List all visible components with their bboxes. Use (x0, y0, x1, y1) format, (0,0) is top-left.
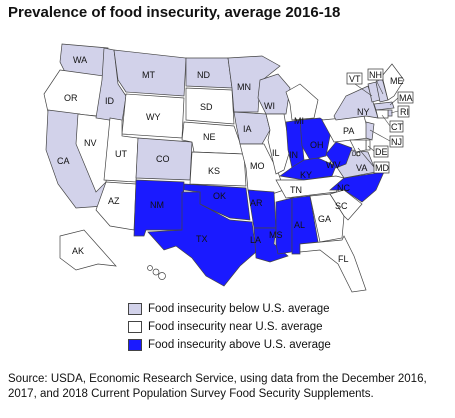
state-mo (239, 143, 285, 195)
svg-text:WI: WI (264, 101, 275, 111)
us-state-map: WA OR CA ID NV MT WY UT AZ CO NM ND SD N… (43, 43, 414, 293)
state-sd (185, 87, 235, 125)
svg-text:NV: NV (84, 138, 97, 148)
state-ga (309, 193, 345, 243)
svg-text:CO: CO (156, 154, 170, 164)
state-mt (113, 49, 187, 97)
svg-text:KS: KS (208, 166, 220, 176)
legend-label-above: Food insecurity above U.S. average (148, 339, 331, 351)
svg-text:IN: IN (289, 150, 298, 160)
svg-text:VT: VT (349, 74, 361, 84)
legend-label-near: Food insecurity near U.S. average (148, 321, 323, 333)
state-oh (299, 117, 333, 161)
state-az (95, 181, 137, 231)
svg-text:AZ: AZ (108, 196, 120, 206)
svg-text:MS: MS (269, 230, 283, 240)
svg-text:NH: NH (369, 70, 382, 80)
svg-text:NJ: NJ (391, 137, 402, 147)
svg-text:IA: IA (243, 124, 252, 134)
svg-text:CT: CT (391, 122, 403, 132)
svg-text:TX: TX (196, 234, 208, 244)
state-ms (275, 197, 293, 255)
svg-text:MA: MA (399, 93, 413, 103)
state-dc (355, 151, 361, 157)
svg-text:DC: DC (352, 152, 361, 158)
svg-text:WY: WY (146, 112, 161, 122)
state-tx (147, 191, 257, 287)
state-ct (375, 109, 389, 119)
svg-text:UT: UT (115, 149, 127, 159)
legend-item-above: Food insecurity above U.S. average (128, 336, 331, 354)
state-me (381, 63, 405, 101)
label-boxes (346, 68, 414, 174)
state-mi (285, 83, 319, 121)
svg-text:NM: NM (150, 200, 164, 210)
svg-text:MO: MO (250, 161, 265, 171)
svg-text:ME: ME (390, 76, 404, 86)
svg-text:PA: PA (343, 126, 354, 136)
svg-text:WA: WA (73, 55, 87, 65)
svg-text:AK: AK (72, 246, 84, 256)
svg-text:MI: MI (294, 116, 304, 126)
legend-item-near: Food insecurity near U.S. average (128, 318, 331, 336)
svg-text:AL: AL (294, 220, 305, 230)
state-fl (299, 235, 367, 293)
svg-text:WV: WV (326, 160, 341, 170)
svg-text:MT: MT (142, 70, 155, 80)
state-ak (59, 229, 117, 271)
hawaii-islands (147, 265, 166, 280)
state-ok (183, 183, 251, 221)
state-labels: WA OR CA ID NV MT WY UT AZ CO NM ND SD N… (57, 55, 413, 264)
svg-text:NY: NY (357, 107, 370, 117)
svg-text:AR: AR (250, 198, 263, 208)
state-de (365, 139, 371, 151)
svg-text:MN: MN (237, 82, 251, 92)
state-ma (373, 101, 395, 111)
svg-text:KY: KY (300, 170, 312, 180)
state-md (349, 139, 367, 153)
state-wi (257, 73, 291, 115)
state-ia (233, 111, 271, 145)
state-sc (329, 189, 363, 221)
legend-swatch-near (128, 321, 142, 333)
leader-lines (354, 79, 399, 168)
map-legend: Food insecurity below U.S. average Food … (128, 300, 331, 354)
svg-text:IL: IL (272, 148, 280, 158)
svg-text:NE: NE (203, 132, 216, 142)
state-nj (365, 121, 375, 141)
svg-text:CA: CA (57, 156, 70, 166)
svg-text:GA: GA (318, 214, 331, 224)
state-ks (189, 151, 247, 187)
svg-text:LA: LA (250, 235, 261, 245)
legend-swatch-below (128, 303, 142, 315)
svg-text:NC: NC (337, 183, 350, 193)
svg-text:FL: FL (338, 254, 349, 264)
svg-text:TN: TN (290, 185, 302, 195)
svg-text:DE: DE (375, 147, 388, 157)
legend-label-below: Food insecurity below U.S. average (148, 303, 330, 315)
state-nm (133, 179, 185, 237)
svg-text:RI: RI (400, 107, 409, 117)
svg-text:ID: ID (105, 96, 115, 106)
svg-text:SC: SC (335, 201, 348, 211)
svg-text:OK: OK (213, 191, 226, 201)
svg-text:ND: ND (197, 70, 210, 80)
state-il (265, 113, 291, 175)
source-note: Source: USDA, Economic Research Service,… (8, 373, 427, 400)
svg-text:OR: OR (64, 93, 78, 103)
svg-text:SD: SD (200, 102, 213, 112)
legend-item-below: Food insecurity below U.S. average (128, 300, 331, 318)
svg-text:OH: OH (310, 140, 324, 150)
svg-text:MD: MD (375, 163, 389, 173)
svg-text:VA: VA (356, 163, 367, 173)
legend-swatch-above (128, 339, 142, 351)
state-wv (325, 141, 353, 169)
map-title: Prevalence of food insecurity, average 2… (8, 4, 341, 21)
